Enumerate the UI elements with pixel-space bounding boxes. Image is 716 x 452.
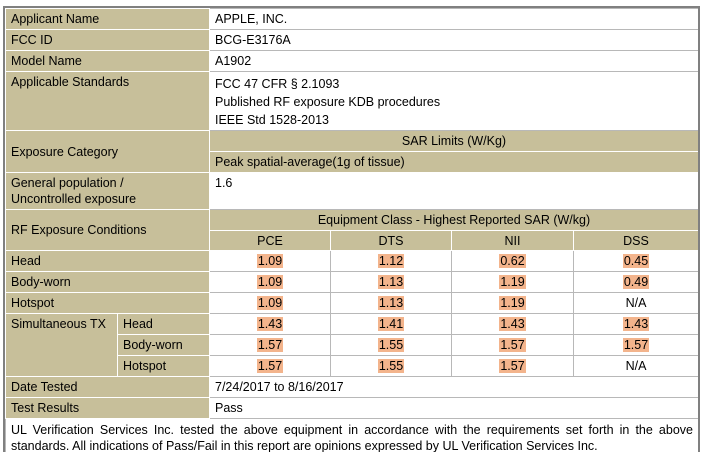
sar-value: 1.09 <box>256 296 284 310</box>
sar-value: 1.43 <box>499 317 526 331</box>
class-header-row: RF Exposure Conditions Equipment Class -… <box>5 209 698 251</box>
model-value: A1902 <box>209 50 698 72</box>
column-header-pce: PCE <box>209 230 331 251</box>
sar-value: 1.55 <box>377 359 405 373</box>
sim-label-body-worn: Body-worn <box>117 334 210 356</box>
simultaneous-tx-label: Simultaneous TX <box>5 313 118 377</box>
sar-value: 1.57 <box>499 338 526 352</box>
sar-row-hotspot: Hotspot 1.09 1.13 1.19 N/A <box>5 292 698 314</box>
population-label-line: Uncontrolled exposure <box>11 192 137 206</box>
sar-value: 1.13 <box>377 296 405 310</box>
column-header-dts: DTS <box>330 230 452 251</box>
sar-row-head: Head 1.09 1.12 0.62 0.45 <box>5 250 698 272</box>
sar-value: 1.09 <box>256 254 284 268</box>
row-label-body-worn: Body-worn <box>5 271 210 293</box>
population-row: General population / Uncontrolled exposu… <box>5 172 698 210</box>
standards-row: Applicable Standards FCC 47 CFR § 2.1093… <box>5 71 698 131</box>
applicant-row: Applicant Name APPLE, INC. <box>5 8 698 30</box>
column-header-nii: NII <box>451 230 574 251</box>
sim-row-body-worn: Body-worn 1.57 1.55 1.57 1.57 <box>6 334 698 356</box>
test-results-row: Test Results Pass <box>5 397 698 419</box>
standards-label: Applicable Standards <box>5 71 210 131</box>
sar-value: 1.55 <box>377 338 405 352</box>
date-tested-value: 7/24/2017 to 8/16/2017 <box>209 376 698 398</box>
date-tested-label: Date Tested <box>5 376 210 398</box>
sar-value: 1.09 <box>256 275 284 289</box>
sim-row-head: Simultaneous TX Head 1.43 1.41 1.43 1.43 <box>5 313 698 377</box>
standard-line: FCC 47 CFR § 2.1093 <box>215 77 340 91</box>
sar-value: 1.19 <box>499 275 526 289</box>
exposure-category-label: Exposure Category <box>5 130 210 173</box>
peak-label: Peak spatial-average(1g of tissue) <box>209 151 698 173</box>
sar-value: 0.49 <box>622 275 650 289</box>
sar-value: 1.41 <box>377 317 405 331</box>
sar-value: 1.57 <box>499 359 526 373</box>
sar-limits-header-row: Exposure Category SAR Limits (W/Kg) <box>5 130 698 173</box>
fcc-id-label: FCC ID <box>5 29 210 51</box>
sar-summary-frame: Applicant Name APPLE, INC. FCC ID BCG-E3… <box>3 6 700 452</box>
standard-line: Published RF exposure KDB procedures <box>215 95 441 109</box>
peak-row: Peak spatial-average(1g of tissue) <box>6 151 698 173</box>
fcc-id-value: BCG-E3176A <box>209 29 698 51</box>
sar-value: 1.43 <box>622 317 650 331</box>
model-row: Model Name A1902 <box>5 50 698 72</box>
standard-line: IEEE Std 1528-2013 <box>215 113 329 127</box>
sar-value: 1.13 <box>377 275 405 289</box>
standards-value: FCC 47 CFR § 2.1093 Published RF exposur… <box>209 71 698 131</box>
sar-value: 1.43 <box>256 317 284 331</box>
sar-value: 0.45 <box>622 254 650 268</box>
sar-value: 1.57 <box>256 338 284 352</box>
test-results-value: Pass <box>209 397 698 419</box>
row-label-hotspot: Hotspot <box>5 292 210 314</box>
population-label-line: General population / <box>11 176 124 190</box>
sar-value: 1.57 <box>256 359 284 373</box>
sim-label-hotspot: Hotspot <box>117 355 210 377</box>
row-label-head: Head <box>5 250 210 272</box>
population-label: General population / Uncontrolled exposu… <box>5 172 210 210</box>
model-label: Model Name <box>5 50 210 72</box>
footer-note: UL Verification Services Inc. tested the… <box>5 418 698 452</box>
rf-conditions-label: RF Exposure Conditions <box>5 209 210 251</box>
sar-value: 1.19 <box>499 296 526 310</box>
sim-label-head: Head <box>117 313 210 335</box>
date-tested-row: Date Tested 7/24/2017 to 8/16/2017 <box>5 376 698 398</box>
column-header-row: PCE DTS NII DSS <box>6 230 698 251</box>
population-value: 1.6 <box>209 172 698 210</box>
sar-value: N/A <box>625 359 647 373</box>
equipment-class-header: Equipment Class - Highest Reported SAR (… <box>209 209 698 231</box>
applicant-value: APPLE, INC. <box>209 8 698 30</box>
test-results-label: Test Results <box>5 397 210 419</box>
sar-row-body-worn: Body-worn 1.09 1.13 1.19 0.49 <box>5 271 698 293</box>
sar-value: 0.62 <box>499 254 526 268</box>
sar-summary-table: Applicant Name APPLE, INC. FCC ID BCG-E3… <box>5 8 698 452</box>
applicant-label: Applicant Name <box>5 8 210 30</box>
sar-value: 1.12 <box>377 254 405 268</box>
column-header-dss: DSS <box>573 230 698 251</box>
footer-note-row: UL Verification Services Inc. tested the… <box>5 418 698 452</box>
sar-value: 1.57 <box>622 338 650 352</box>
sar-value: N/A <box>625 296 647 310</box>
sar-limits-header: SAR Limits (W/Kg) <box>209 130 698 152</box>
fcc-id-row: FCC ID BCG-E3176A <box>5 29 698 51</box>
